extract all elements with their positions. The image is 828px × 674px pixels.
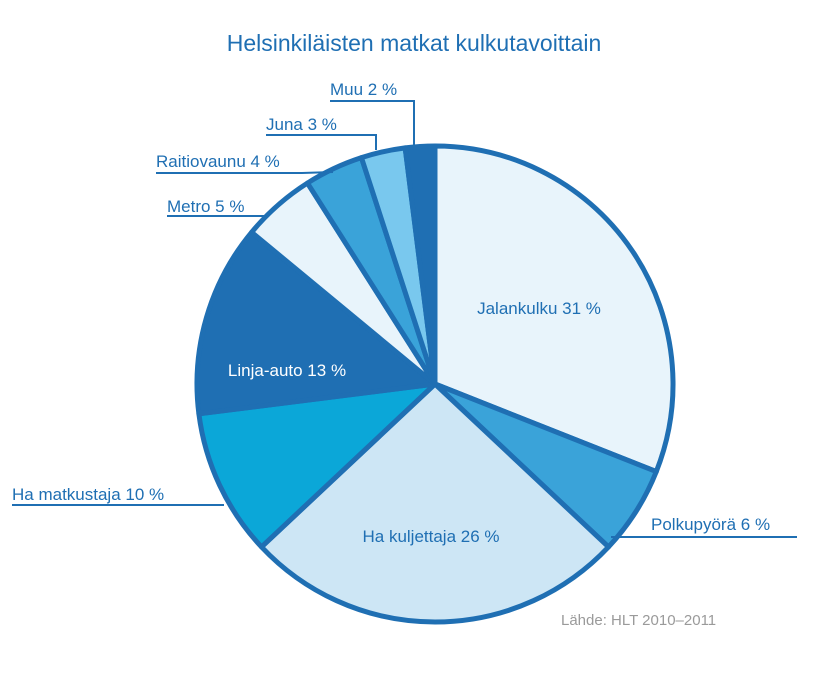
leader-line	[156, 171, 334, 174]
slice-label: Linja-auto 13 %	[228, 361, 346, 380]
leader-line	[266, 134, 377, 150]
slice-label: Metro 5 %	[167, 197, 244, 216]
pie-slice-ha-kuljettaja	[259, 381, 611, 625]
pie-slice-linja-auto	[194, 229, 438, 417]
labels-layer: Jalankulku 31 % Polkupyörä 6 % Ha kuljetta…	[12, 80, 770, 546]
pie-slice-jalankulku	[432, 143, 676, 475]
slices-layer	[194, 143, 676, 625]
slice-label: Juna 3 %	[266, 115, 337, 134]
slice-label: Polkupyörä 6 %	[651, 515, 770, 534]
leader-lines-layer	[12, 100, 797, 538]
slice-label: Muu 2 %	[330, 80, 397, 99]
slice-label: Raitiovaunu 4 %	[156, 152, 280, 171]
pie-slice-ha-matkustaja	[196, 381, 438, 550]
slice-label: Jalankulku 31 %	[477, 299, 601, 318]
source-note: Lähde: HLT 2010–2011	[561, 612, 717, 629]
leader-line	[330, 100, 415, 145]
slice-label: Ha kuljettaja 26 %	[362, 527, 499, 546]
chart-title: Helsinkiläisten matkat kulkutavoittain	[226, 30, 602, 56]
pie-slice-muu	[402, 143, 438, 387]
slice-label: Ha matkustaja 10 %	[12, 485, 164, 504]
